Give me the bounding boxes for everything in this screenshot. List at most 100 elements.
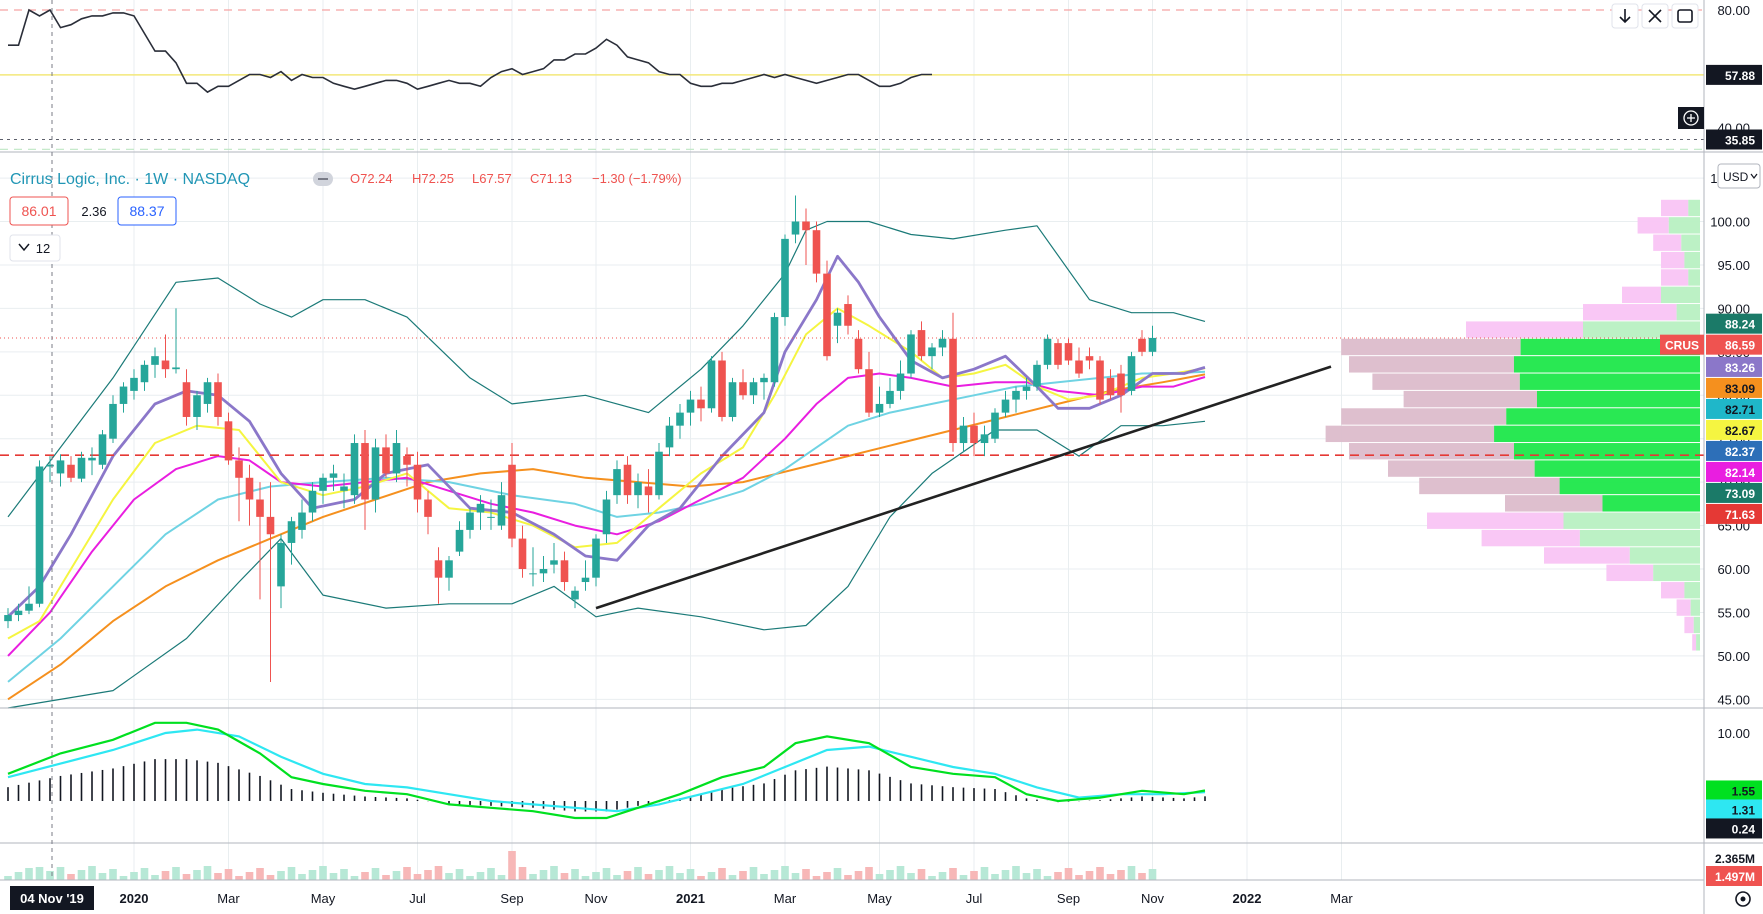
symbol-legend: Cirrus Logic, Inc. · 1W · NASDAQ O72.24 … — [9, 171, 682, 262]
ask-box[interactable] — [117, 196, 177, 226]
candle-body — [592, 538, 600, 578]
time-tick-label: 2021 — [676, 891, 705, 906]
candle-body — [151, 356, 159, 365]
volume-bar — [865, 867, 873, 880]
price-value-tag: 86.59 — [1725, 339, 1755, 353]
macd-value-tag: 0.24 — [1732, 822, 1756, 836]
macd-value-tag: 1.55 — [1732, 784, 1756, 798]
volume-bar — [1012, 866, 1020, 880]
candle-body — [182, 382, 191, 417]
candle-body — [35, 466, 44, 604]
candle-body — [14, 610, 23, 616]
volume-profile-down-bar — [1637, 217, 1669, 234]
volume-bar — [707, 872, 716, 880]
volume-value-tag: 1.497M — [1715, 870, 1755, 884]
candle-body — [707, 360, 716, 409]
volume-bar — [1075, 875, 1083, 880]
maximize-pane-button[interactable] — [1671, 3, 1699, 29]
volume-bar — [686, 869, 695, 880]
volume-bar — [487, 868, 495, 880]
volume-profile-up-bar — [1661, 286, 1700, 304]
price-pane[interactable] — [0, 195, 1704, 709]
volume-bar — [760, 874, 768, 880]
volume-bar — [277, 871, 285, 880]
volume-profile-down-bar — [1661, 251, 1685, 269]
volume-bar — [655, 870, 663, 880]
bollinger-lower-band — [7, 420, 1206, 709]
candle-body — [833, 312, 842, 326]
chevron-down-icon — [1750, 173, 1758, 179]
volume-bar — [791, 873, 800, 880]
price-tick-label: 60.00 — [1717, 562, 1750, 577]
candle-body — [938, 338, 947, 348]
volume-profile-down-bar — [1481, 529, 1580, 547]
volume-bar — [1148, 869, 1157, 880]
rsi-pane[interactable] — [0, 8, 1704, 150]
candle-body — [46, 464, 54, 467]
candle-body — [235, 460, 243, 478]
volume-profile-down-bar — [1505, 495, 1603, 512]
volume-profile-up-bar — [1684, 582, 1700, 599]
candle-body — [655, 451, 663, 496]
volume-bar — [1043, 876, 1052, 880]
volume-bar — [245, 872, 254, 880]
currency-selector[interactable]: USD — [1717, 163, 1761, 189]
rsi-value-tag: 35.85 — [1725, 134, 1755, 148]
volume-profile-up-bar — [1520, 338, 1700, 356]
candle-body — [1043, 338, 1052, 365]
volume-bar — [644, 874, 653, 880]
volume-bar — [287, 867, 296, 880]
candle-body — [340, 486, 348, 491]
candle-body — [350, 443, 359, 496]
bid-box[interactable] — [9, 196, 69, 226]
volume-pane[interactable] — [4, 851, 1157, 880]
volume-profile-up-bar — [1536, 390, 1700, 408]
price-tick-label: 95.00 — [1717, 258, 1750, 273]
close-pane-button[interactable] — [1641, 3, 1669, 29]
volume-bar — [665, 866, 674, 880]
price-value-tag-bg — [1706, 313, 1762, 334]
ohlc-change: −1.30 (−1.79%) — [592, 171, 682, 186]
macd-pane[interactable] — [7, 721, 1206, 820]
volume-profile-up-bar — [1688, 269, 1700, 286]
candle-body — [896, 373, 905, 391]
volume-bar — [340, 869, 348, 880]
time-tick-label: Mar — [774, 891, 797, 906]
candle-body — [277, 542, 285, 587]
time-axis[interactable]: 2020 Mar May Jul Sep Nov 2021 Mar May Jul Sep Nov 20… — [120, 891, 1354, 906]
volume-profile-up-bar — [1583, 321, 1700, 338]
volume-bar — [256, 868, 264, 880]
volume-bar — [917, 869, 926, 880]
legend-toggle-button[interactable] — [313, 172, 333, 186]
volume-profile-down-bar — [1622, 286, 1661, 304]
candle-body — [140, 364, 149, 383]
volume-bar — [497, 875, 506, 880]
volume-profile-up-bar — [1563, 512, 1700, 529]
macd-value-tag-bg — [1706, 818, 1762, 839]
candle-body — [802, 221, 810, 231]
volume-profile-up-bar — [1693, 616, 1700, 634]
volume-bar — [235, 876, 243, 880]
candle-body — [823, 273, 831, 357]
volume-bar — [172, 867, 180, 880]
candle-body — [529, 573, 537, 575]
candle-body — [907, 334, 915, 374]
price-value-tag: 82.37 — [1725, 445, 1755, 459]
candle-body — [634, 482, 642, 496]
volume-bar — [907, 873, 915, 880]
volume-profile-up-bar — [1534, 460, 1700, 477]
volume-bar — [1106, 874, 1115, 880]
indicators-collapse-button[interactable]: 12 — [9, 234, 61, 262]
move-down-button[interactable] — [1611, 3, 1639, 29]
symbol-title[interactable]: Cirrus Logic, Inc. · 1W · NASDAQ — [10, 171, 250, 188]
price-value-tag-bg — [1706, 334, 1762, 355]
ohlc-open: O72.24 — [350, 171, 393, 186]
candle-body — [1085, 356, 1094, 361]
crosshair-time-label: 04 Nov '19 — [10, 886, 94, 910]
chart-settings-button[interactable] — [1735, 891, 1751, 907]
volume-bar — [161, 871, 170, 880]
volume-bar — [896, 866, 905, 880]
add-alert-button[interactable] — [1678, 107, 1704, 129]
price-axis-tags: 57.88 35.85 88.24 86.59 CRUS 83.26 83.09 82.71 8… — [1660, 64, 1762, 886]
